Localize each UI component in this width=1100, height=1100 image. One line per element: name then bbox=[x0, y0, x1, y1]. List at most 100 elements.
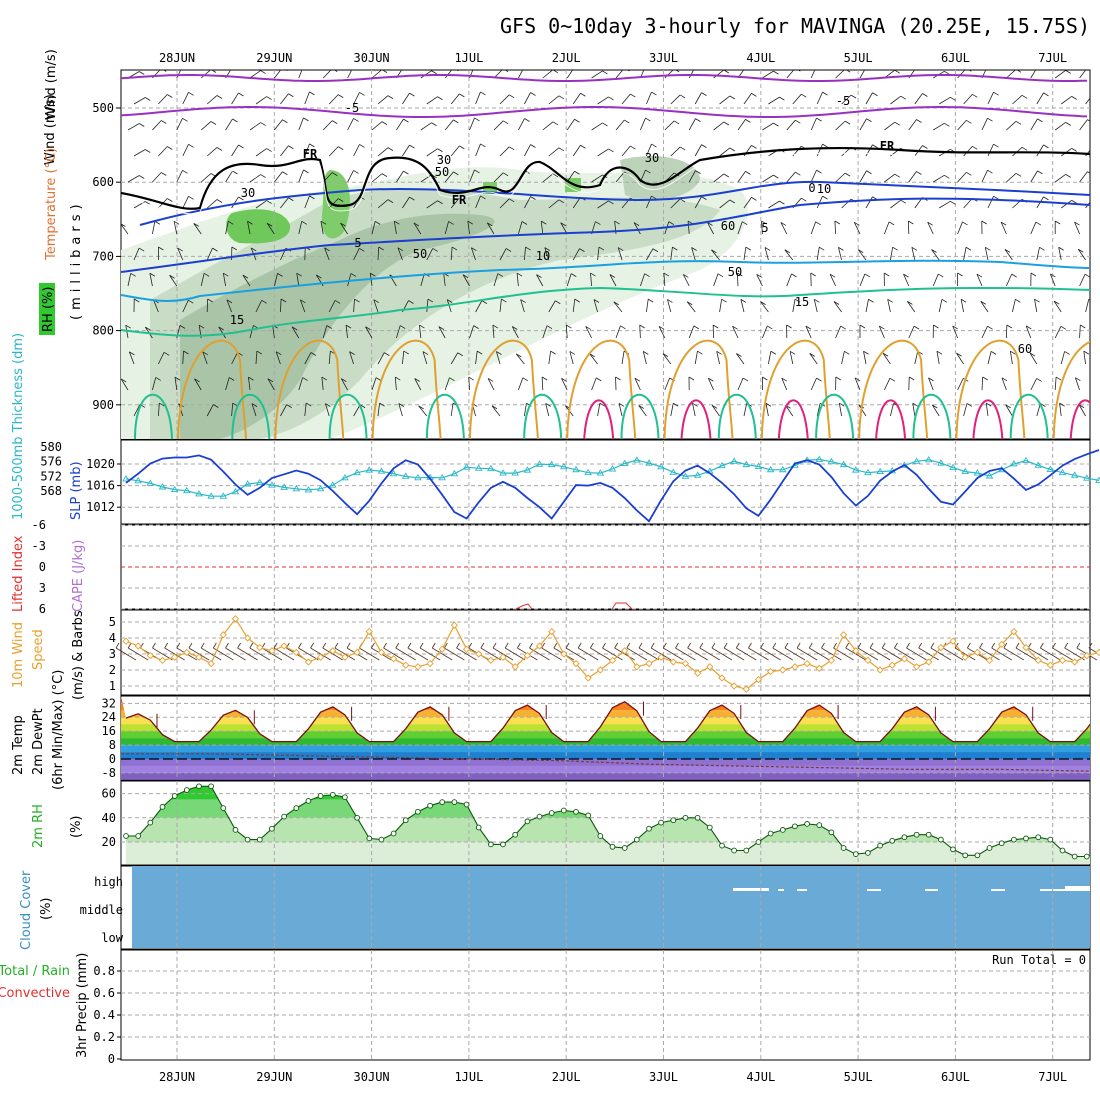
pressure-tick-label: 800 bbox=[92, 324, 114, 338]
lifted-index-tick-label: 0 bbox=[39, 560, 46, 574]
wind-barb-flag bbox=[324, 247, 330, 252]
date-label-top: 28JUN bbox=[159, 51, 195, 65]
wind-barb-flag bbox=[721, 298, 727, 303]
wind10-barb bbox=[541, 647, 562, 661]
wind-barb bbox=[1083, 351, 1086, 365]
wind-barb-flag bbox=[387, 199, 394, 203]
wind-barb-flag bbox=[844, 120, 851, 125]
lifted-index-tick-label: -6 bbox=[32, 518, 46, 532]
wind-barb-flag bbox=[303, 117, 309, 122]
wind-barb bbox=[206, 404, 214, 417]
rh-point bbox=[877, 842, 883, 849]
wind-barb-flag bbox=[968, 70, 972, 72]
wind-barb bbox=[298, 377, 303, 391]
wind10-barb-flag bbox=[1052, 642, 1056, 649]
rh-point bbox=[719, 842, 725, 849]
wind-barb bbox=[981, 326, 988, 339]
wind-speed-point bbox=[243, 634, 252, 642]
thickness-point bbox=[462, 463, 471, 470]
thickness-point bbox=[353, 468, 361, 476]
wind-barb bbox=[719, 95, 731, 105]
wind-barb bbox=[347, 70, 353, 79]
label-wind: Wind (m/s) bbox=[44, 49, 59, 120]
wind-barb bbox=[829, 274, 836, 287]
wind-barb-flag bbox=[801, 197, 807, 202]
wind-barb bbox=[768, 96, 780, 105]
wind-barb-flag bbox=[138, 247, 145, 252]
wind-barb-flag bbox=[1006, 324, 1013, 329]
thickness-point bbox=[1070, 471, 1079, 478]
wind-barb bbox=[615, 119, 625, 131]
wind10-barb bbox=[857, 647, 879, 661]
wind10-barb-flag bbox=[407, 642, 412, 649]
rh-point bbox=[670, 817, 677, 824]
wind10-barb-flag bbox=[553, 642, 558, 649]
thickness-point bbox=[231, 487, 240, 495]
wind-barb bbox=[467, 221, 470, 235]
wind-barb-flag bbox=[571, 273, 577, 277]
wind-barb-flag bbox=[282, 171, 288, 176]
wind-barb-flag bbox=[602, 70, 608, 75]
wind-barb bbox=[609, 274, 617, 287]
rh-point bbox=[779, 827, 786, 833]
wind-barb bbox=[694, 351, 698, 365]
wind-barb-flag bbox=[711, 405, 718, 409]
wind-barb bbox=[719, 299, 723, 313]
wind-barb bbox=[524, 403, 527, 417]
wind-barb bbox=[152, 120, 162, 131]
wind-barb-flag bbox=[158, 246, 164, 251]
wind-barb bbox=[621, 93, 631, 105]
wind-barb-flag bbox=[145, 326, 151, 331]
wind-barb-flag bbox=[956, 352, 962, 357]
wind-barb-flag bbox=[179, 325, 186, 329]
wind-barb bbox=[475, 195, 481, 209]
date-label-bottom: 6JUL bbox=[941, 1070, 970, 1084]
wind-barb-flag bbox=[341, 378, 347, 382]
wind-barb-flag bbox=[652, 248, 659, 253]
wind-barb-flag bbox=[1071, 200, 1077, 204]
rh-point bbox=[548, 810, 555, 816]
wind10-barb bbox=[407, 647, 429, 661]
wind-barb bbox=[786, 70, 795, 79]
contour-20 bbox=[134, 394, 173, 439]
wind-barb-flag bbox=[944, 174, 950, 179]
wind-barb bbox=[621, 351, 625, 365]
wind-barb-flag bbox=[541, 376, 548, 381]
wind-barb bbox=[859, 118, 867, 131]
wind-barb bbox=[469, 169, 475, 183]
contour-label: 5 bbox=[761, 221, 768, 235]
wind-barb-flag bbox=[188, 143, 194, 148]
contour-15 bbox=[121, 286, 1090, 337]
thickness-point bbox=[681, 472, 690, 479]
wind-barb bbox=[133, 404, 141, 417]
wind-barb bbox=[987, 92, 994, 105]
wind-barb-flag bbox=[275, 351, 282, 356]
wind-barb bbox=[805, 325, 812, 339]
wind-barb bbox=[1077, 248, 1086, 261]
wind-barb-flag bbox=[990, 351, 997, 355]
wind-barb-flag bbox=[695, 170, 701, 174]
thickness-gridlines bbox=[121, 440, 1090, 524]
wind10-barb-flag bbox=[310, 642, 314, 649]
rh-point bbox=[646, 825, 652, 832]
wind10-barb bbox=[480, 647, 502, 661]
label-wind10-a: 10m Wind bbox=[11, 622, 26, 688]
wind-barb-flag bbox=[261, 299, 267, 304]
wind-barb-flag bbox=[740, 299, 747, 303]
wind-barb-flag bbox=[981, 220, 987, 225]
wind-barb bbox=[304, 195, 310, 209]
wind-barb-flag bbox=[634, 377, 641, 382]
temp2m-tick-label: -8 bbox=[102, 766, 116, 780]
thickness-point bbox=[839, 460, 848, 468]
wind-barb-flag bbox=[395, 376, 401, 381]
wind-barb bbox=[249, 122, 261, 131]
wind-barb-flag bbox=[767, 325, 773, 330]
wind10-barb-flag bbox=[662, 642, 667, 649]
wind-barb bbox=[193, 223, 202, 235]
wind-barb bbox=[597, 96, 609, 105]
wind10-barb-flag bbox=[212, 642, 217, 649]
wind-barb-flag bbox=[378, 246, 384, 251]
wind-barb-flag bbox=[894, 173, 900, 178]
wind-barb-flag bbox=[985, 246, 991, 251]
